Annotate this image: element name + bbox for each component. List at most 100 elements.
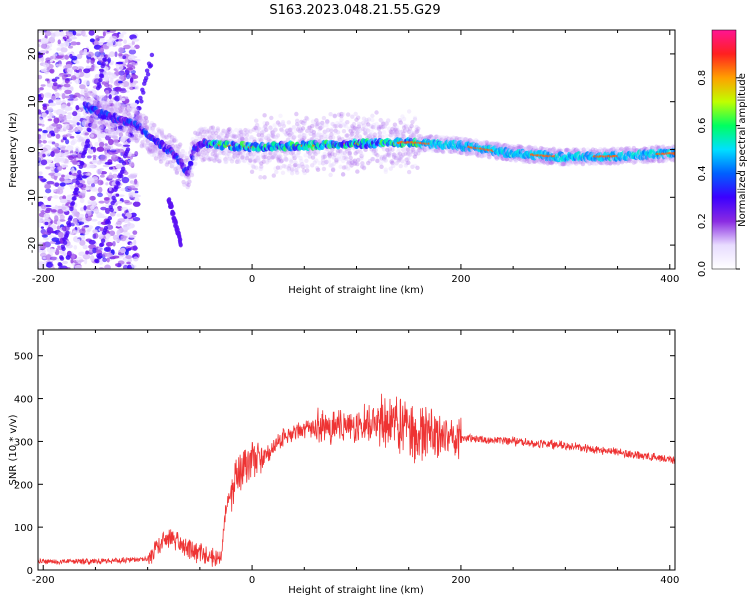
heatmap-cell xyxy=(218,150,223,156)
heatmap-cell xyxy=(494,141,500,147)
heatmap-cell xyxy=(426,147,431,153)
heatmap-cell xyxy=(214,153,220,158)
heatmap-cell xyxy=(402,128,408,134)
heatmap-cell xyxy=(392,127,398,132)
heatmap-cell xyxy=(144,68,150,73)
heatmap-cell xyxy=(73,60,80,64)
heatmap-cell xyxy=(103,225,109,231)
heatmap-cell xyxy=(126,218,130,223)
heatmap-cell xyxy=(142,122,148,128)
heatmap-cell xyxy=(406,109,412,114)
heatmap-cell xyxy=(269,128,275,133)
heatmap-cell xyxy=(216,134,221,140)
heatmap-cell xyxy=(487,141,493,146)
heatmap-cell xyxy=(326,152,332,157)
heatmap-cell xyxy=(223,135,229,140)
heatmap-cell xyxy=(213,148,218,154)
heatmap-cell xyxy=(340,172,346,177)
heatmap-cell xyxy=(88,201,92,205)
heatmap-cell xyxy=(240,154,246,160)
heatmap-cell xyxy=(238,149,243,154)
heatmap-cell xyxy=(355,169,360,174)
heatmap-cell xyxy=(83,87,89,93)
heatmap-cell xyxy=(193,152,198,158)
heatmap-cell xyxy=(148,123,154,128)
heatmap-cell xyxy=(424,145,429,151)
heatmap-cell xyxy=(99,125,104,130)
heatmap-cell xyxy=(244,153,249,158)
heatmap-cell xyxy=(239,136,245,141)
heatmap-cell xyxy=(149,149,155,154)
heatmap-cell xyxy=(108,185,112,192)
heatmap-cell xyxy=(285,130,291,136)
heatmap-cell xyxy=(323,160,328,166)
heatmap-cell xyxy=(54,249,60,256)
heatmap-cell xyxy=(441,149,446,155)
heatmap-cell xyxy=(494,141,500,146)
heatmap-cell xyxy=(269,132,275,138)
heatmap-cell xyxy=(43,213,50,220)
heatmap-cell xyxy=(69,206,74,212)
heatmap-cell xyxy=(134,110,139,116)
heatmap-cell xyxy=(381,156,386,161)
heatmap-cell xyxy=(44,31,52,37)
heatmap-cell xyxy=(260,127,266,132)
heatmap-cell xyxy=(42,153,46,158)
heatmap-cell xyxy=(61,246,66,252)
heatmap-cell xyxy=(239,129,244,135)
heatmap-cell xyxy=(312,150,317,156)
heatmap-cell xyxy=(416,136,422,141)
heatmap-cell xyxy=(235,151,241,156)
heatmap-cell xyxy=(70,259,74,264)
heatmap-cell xyxy=(287,128,292,134)
heatmap-cell xyxy=(55,162,60,166)
heatmap-cell xyxy=(150,126,155,131)
heatmap-cell xyxy=(86,92,91,97)
heatmap-cell xyxy=(171,159,176,164)
heatmap-cell xyxy=(425,135,430,140)
heatmap-cell xyxy=(102,103,108,108)
heatmap-cell xyxy=(284,132,290,137)
heatmap-cell xyxy=(163,156,169,161)
heatmap-cell xyxy=(414,127,419,133)
heatmap-cell xyxy=(423,147,429,152)
heatmap-cell xyxy=(129,137,134,143)
heatmap-cell xyxy=(91,102,96,107)
heatmap-cell xyxy=(371,124,376,130)
heatmap-cell xyxy=(262,175,267,180)
heatmap-cell xyxy=(371,148,377,153)
heatmap-cell xyxy=(348,128,353,134)
heatmap-cell xyxy=(42,195,48,199)
heatmap-cell xyxy=(243,127,248,133)
heatmap-cell xyxy=(121,213,125,217)
heatmap-cell xyxy=(280,170,286,175)
heatmap-cell xyxy=(115,101,120,106)
heatmap-cell xyxy=(107,124,113,130)
heatmap-cell xyxy=(277,156,282,161)
heatmap-cell xyxy=(74,69,78,72)
heatmap-cell xyxy=(436,134,441,140)
heatmap-cell xyxy=(65,64,73,69)
heatmap-cell xyxy=(229,133,235,139)
heatmap-cell xyxy=(79,234,86,239)
heatmap-cell xyxy=(392,129,398,135)
heatmap-cell xyxy=(112,198,117,203)
heatmap-cell xyxy=(98,200,105,204)
heatmap-cell xyxy=(185,157,190,163)
heatmap-cell xyxy=(371,122,377,128)
heatmap-cell xyxy=(85,95,90,100)
heatmap-cell xyxy=(149,120,155,126)
heatmap-cell xyxy=(51,141,56,145)
heatmap-cell xyxy=(132,201,141,207)
heatmap-cell xyxy=(324,159,329,164)
heatmap-cell xyxy=(231,134,236,139)
heatmap-cell xyxy=(496,141,501,146)
heatmap-cell xyxy=(284,157,289,163)
heatmap-cell xyxy=(401,122,407,128)
heatmap-cell xyxy=(53,53,58,57)
heatmap-cell xyxy=(92,146,97,153)
heatmap-cell xyxy=(115,200,123,204)
heatmap-cell xyxy=(281,123,287,129)
heatmap-cell xyxy=(416,147,422,153)
heatmap-cell xyxy=(404,161,409,166)
